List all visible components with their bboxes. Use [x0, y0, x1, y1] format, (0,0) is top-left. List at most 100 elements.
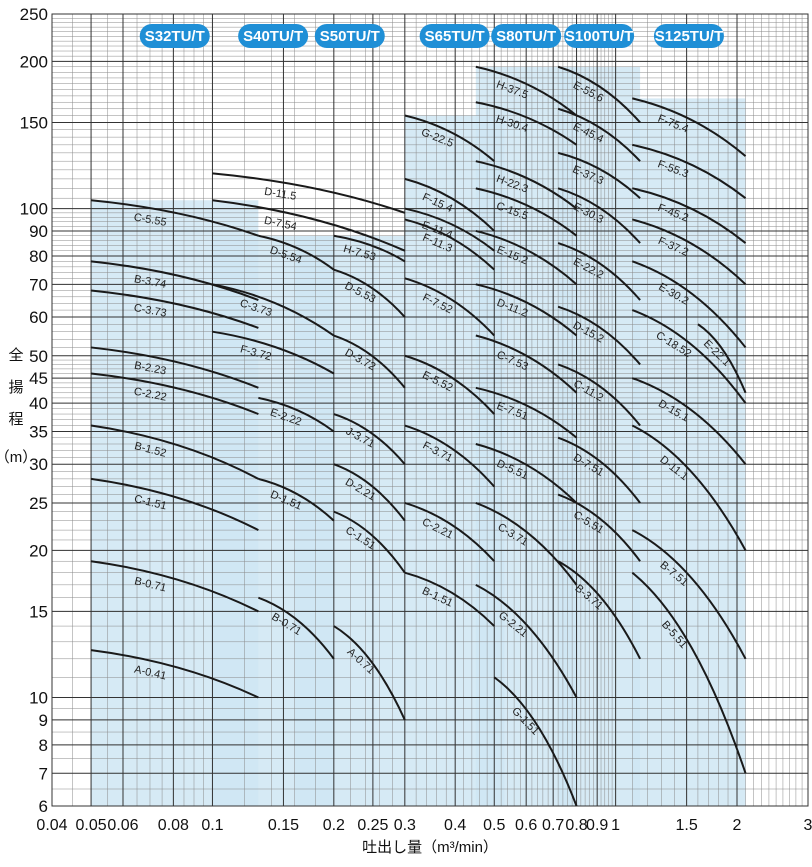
curve-h-22-3	[475, 160, 578, 210]
curve-d-2-21	[333, 463, 406, 522]
x-tick-label: 0.08	[158, 817, 189, 834]
curve-c-1-51	[333, 510, 406, 574]
y-axis-title-char: 揚	[8, 379, 23, 396]
curve-f-15-4	[404, 177, 495, 232]
curve-c-5-51	[557, 493, 641, 562]
curve-e-5-52	[404, 354, 495, 415]
curve-d-11-2	[475, 283, 578, 337]
curve-e-22-1	[697, 323, 747, 394]
curve-e-7-51	[475, 386, 578, 439]
curve-b-5-51	[631, 571, 747, 774]
y-tick-label: 9	[39, 711, 48, 730]
curve-label: B-2.23	[133, 360, 167, 378]
model-pill-label: S80TU/T	[496, 28, 556, 45]
model-pill-bg	[491, 24, 562, 48]
model-pill-label: S100TU/T	[565, 28, 633, 45]
curve-c-3-73	[90, 289, 259, 329]
x-tick-label: 0.2	[323, 817, 345, 834]
model-pill: S50TU/T	[314, 24, 385, 48]
y-tick-label: 60	[29, 308, 48, 327]
model-pill: S100TU/T	[564, 24, 635, 48]
model-pill: S65TU/T	[419, 24, 490, 48]
curve-label: B-3.74	[133, 273, 167, 291]
x-tick-label: 1	[611, 817, 620, 834]
curve-b-2-23	[90, 346, 259, 389]
curve-h-7-53	[333, 234, 406, 263]
curve-h-30-4	[475, 101, 578, 146]
x-tick-label: 3	[804, 817, 812, 834]
x-tick-label: 0.5	[483, 817, 505, 834]
axis-titles: 吐出し量（m³/min） 全揚程 （m）	[0, 346, 498, 856]
grid-lines	[51, 13, 809, 807]
y-tick-label: 35	[29, 423, 48, 442]
x-tick-label: 0.4	[444, 817, 466, 834]
region-s125tu-t	[632, 98, 746, 806]
curve-a-0-41	[90, 649, 259, 699]
curve-f-45-2	[632, 187, 747, 244]
curve-d-11-1	[631, 424, 747, 551]
y-tick-label: 100	[20, 200, 48, 219]
curve-b-3-74	[90, 260, 259, 301]
y-tick-label: 10	[29, 689, 48, 708]
x-tick-label: 1.5	[676, 817, 698, 834]
curve-d-15-1	[631, 377, 747, 465]
curve-f-3-72	[212, 330, 335, 375]
curve-d-7-51	[557, 436, 641, 504]
y-tick-labels: 6 7 8 9 10 15 20 25 30 35 40 45 50 60 70 80 90 100 150 200 2…	[20, 5, 48, 816]
y-tick-label: 7	[39, 764, 48, 783]
curve-e-55-6	[557, 65, 641, 124]
curve-b-7-51	[631, 529, 747, 660]
curve-label: D-11.5	[263, 186, 297, 203]
x-tick-label: 0.05	[76, 817, 107, 834]
curve-c-15-5	[475, 187, 578, 237]
curve-c-3-73	[212, 283, 335, 337]
curve-e-30-2	[631, 260, 747, 349]
curve-b-1-52	[90, 424, 259, 480]
curve-e-11-4	[404, 207, 495, 252]
y-axis-title-char: （m）	[0, 449, 37, 466]
curve-h-37-5	[475, 65, 578, 117]
model-pill-bg	[238, 24, 309, 48]
curve-d-11-5	[212, 172, 406, 214]
curve-e-22-2	[557, 242, 641, 301]
model-pill-bg	[419, 24, 490, 48]
curve-d-3-72	[333, 334, 406, 389]
x-tick-label: 0.7	[542, 817, 564, 834]
x-tick-label: 0.04	[36, 817, 67, 834]
y-tick-label: 50	[29, 347, 48, 366]
y-tick-label: 8	[39, 736, 48, 755]
curve-e-37-3	[557, 151, 641, 199]
x-axis-title: 吐出し量（m³/min）	[362, 839, 498, 856]
model-pill: S125TU/T	[653, 24, 724, 48]
y-tick-label: 90	[29, 222, 48, 241]
curve-a-0-71	[333, 625, 406, 721]
x-tick-label: 0.3	[394, 817, 416, 834]
model-pill-label: S50TU/T	[320, 28, 380, 45]
curve-c-2-21	[404, 501, 495, 562]
region-s100tu-t	[558, 66, 641, 807]
model-pill-bg	[653, 24, 724, 48]
curve-b-0-71	[258, 596, 335, 660]
x-tick-label: 0.06	[107, 817, 138, 834]
model-pill-label: S40TU/T	[243, 28, 303, 45]
y-tick-label: 40	[29, 394, 48, 413]
model-pill-bg	[139, 24, 210, 48]
curve-f-37-2	[632, 218, 747, 286]
curve-f-11-3	[404, 218, 495, 271]
model-pill-label: S32TU/T	[145, 28, 205, 45]
y-tick-label: 70	[29, 275, 48, 294]
curve-c-2-22	[90, 372, 259, 415]
y-axis-title-char: 程	[8, 411, 23, 428]
model-group-pills: S32TU/T S40TU/T S50TU/T S65TU/T S80TU/T S100T…	[139, 24, 724, 48]
curve-b-0-71	[90, 560, 259, 613]
x-tick-label: 0.6	[515, 817, 537, 834]
curve-c-1-51	[90, 477, 259, 531]
curve-e-45-4	[557, 107, 641, 162]
model-pill: S40TU/T	[238, 24, 309, 48]
y-tick-label: 150	[20, 113, 48, 132]
curve-f-7-52	[404, 277, 495, 337]
curve-c-3-71	[475, 502, 578, 586]
y-tick-label: 30	[29, 455, 48, 474]
